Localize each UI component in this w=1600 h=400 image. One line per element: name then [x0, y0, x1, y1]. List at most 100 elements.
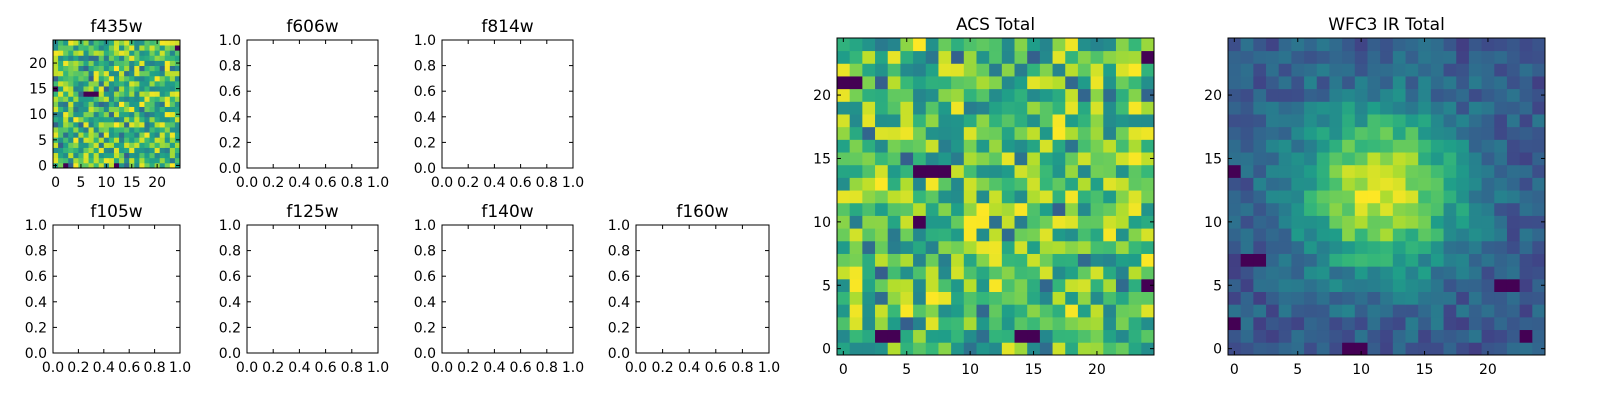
heatmap-cell: [1468, 240, 1482, 254]
x-tick-label: 10: [961, 362, 979, 378]
heatmap-cell: [1052, 63, 1066, 77]
heatmap-cell: [875, 190, 889, 204]
heatmap-cell: [875, 304, 889, 318]
heatmap-cell: [900, 63, 914, 77]
heatmap-cell: [963, 253, 977, 267]
heatmap-cell: [976, 101, 990, 115]
y-tick-label: 0.4: [219, 110, 241, 126]
heatmap-cell: [119, 65, 125, 72]
heatmap-cell: [1141, 126, 1155, 140]
heatmap-cell: [53, 142, 59, 148]
heatmap-cell: [1494, 164, 1508, 178]
heatmap-cell: [149, 142, 155, 148]
heatmap-cell: [149, 96, 155, 102]
heatmap-cell: [900, 342, 914, 356]
heatmap-cell: [849, 164, 863, 178]
heatmap-cell: [159, 106, 166, 113]
heatmap-cell: [108, 60, 115, 66]
heatmap-cell: [1329, 304, 1343, 318]
heatmap-cell: [1027, 202, 1041, 216]
heatmap-cell: [1430, 291, 1444, 305]
x-tick-label: 15: [1025, 362, 1043, 378]
heatmap-cell: [144, 121, 150, 128]
heatmap-cell: [875, 126, 889, 140]
heatmap-cell: [1494, 88, 1508, 102]
heatmap-cell: [1278, 50, 1292, 64]
heatmap-cell: [900, 38, 914, 52]
heatmap-cell: [938, 342, 952, 356]
heatmap-cell: [1392, 101, 1406, 115]
heatmap-cell: [1090, 266, 1104, 280]
heatmap-cell: [164, 55, 171, 61]
x-tick-label: 5: [902, 362, 911, 378]
heatmap-cell: [1418, 126, 1432, 140]
heatmap-cell: [963, 177, 977, 191]
heatmap-cell: [1316, 177, 1330, 191]
heatmap-cells: [1228, 38, 1546, 356]
heatmap-cell: [1506, 215, 1521, 229]
heatmap-cell: [989, 253, 1003, 267]
heatmap-cell: [1001, 202, 1015, 216]
heatmap-cell: [88, 111, 95, 118]
heatmap-cell: [83, 116, 89, 123]
heatmap-cell: [887, 316, 901, 331]
heatmap-cell: [1304, 215, 1318, 229]
subplot-title: ACS Total: [956, 15, 1035, 35]
heatmap-cell: [1367, 126, 1381, 140]
heatmap-cell: [169, 111, 176, 118]
heatmap-cell: [119, 152, 125, 159]
heatmap-cell: [63, 96, 69, 102]
heatmap-cell: [1443, 177, 1457, 191]
heatmap-cell: [1141, 215, 1155, 229]
heatmap-cell: [837, 63, 851, 77]
heatmap-cell: [1367, 278, 1381, 292]
heatmap-cell: [1065, 240, 1079, 254]
heatmap-cell: [169, 132, 176, 138]
y-tick-label: 0: [1213, 342, 1222, 358]
heatmap-cell: [1342, 190, 1356, 204]
heatmap-cell: [1342, 278, 1356, 292]
heatmap-cell: [1065, 215, 1079, 229]
heatmap-cell: [1141, 38, 1155, 52]
heatmap-cell: [862, 50, 876, 64]
heatmap-cell: [1329, 38, 1343, 52]
heatmap-cell: [129, 137, 135, 143]
heatmap-cell: [951, 38, 965, 52]
heatmap-cell: [58, 137, 64, 143]
heatmap-cell: [139, 40, 145, 46]
axis-ticks: 0.0 0.2 0.4 0.6 0.8 1.00.00.20.40.60.81.0: [608, 218, 780, 376]
heatmap-cell: [63, 65, 69, 72]
heatmap-cell: [849, 304, 863, 318]
heatmap-cell: [900, 304, 914, 318]
heatmap-cell: [989, 304, 1003, 318]
heatmap-cell: [925, 266, 939, 280]
heatmap-cell: [963, 316, 977, 331]
heatmap-cell: [1014, 215, 1028, 229]
y-tick-label: 0.0: [414, 161, 436, 177]
heatmap-cell: [1456, 126, 1470, 140]
heatmap-cell: [951, 101, 965, 115]
heatmap-cell: [103, 116, 110, 123]
y-tick-label: 5: [38, 133, 47, 149]
y-tick-label: 1.0: [414, 218, 436, 234]
heatmap-cell: [73, 96, 79, 102]
heatmap-cell: [73, 121, 79, 128]
heatmap-cell: [1253, 50, 1267, 64]
heatmap-cell: [93, 127, 100, 133]
heatmap-cell: [1115, 164, 1130, 178]
heatmap-cell: [1103, 329, 1117, 343]
heatmap-cell: [1128, 228, 1142, 242]
heatmap-cell: [174, 121, 181, 128]
heatmap-cell: [1342, 342, 1356, 356]
heatmap-cell: [900, 76, 914, 90]
heatmap-cell: [1380, 177, 1394, 191]
heatmap-cell: [963, 228, 977, 242]
heatmap-cell: [119, 70, 125, 77]
heatmap-cell: [93, 116, 100, 123]
heatmap-cell: [1481, 114, 1495, 128]
heatmap-cell: [124, 116, 130, 123]
heatmap-cell: [1329, 253, 1343, 267]
heatmap-cell: [963, 266, 977, 280]
heatmap-cell: [139, 111, 145, 118]
heatmap-cell: [149, 127, 155, 133]
